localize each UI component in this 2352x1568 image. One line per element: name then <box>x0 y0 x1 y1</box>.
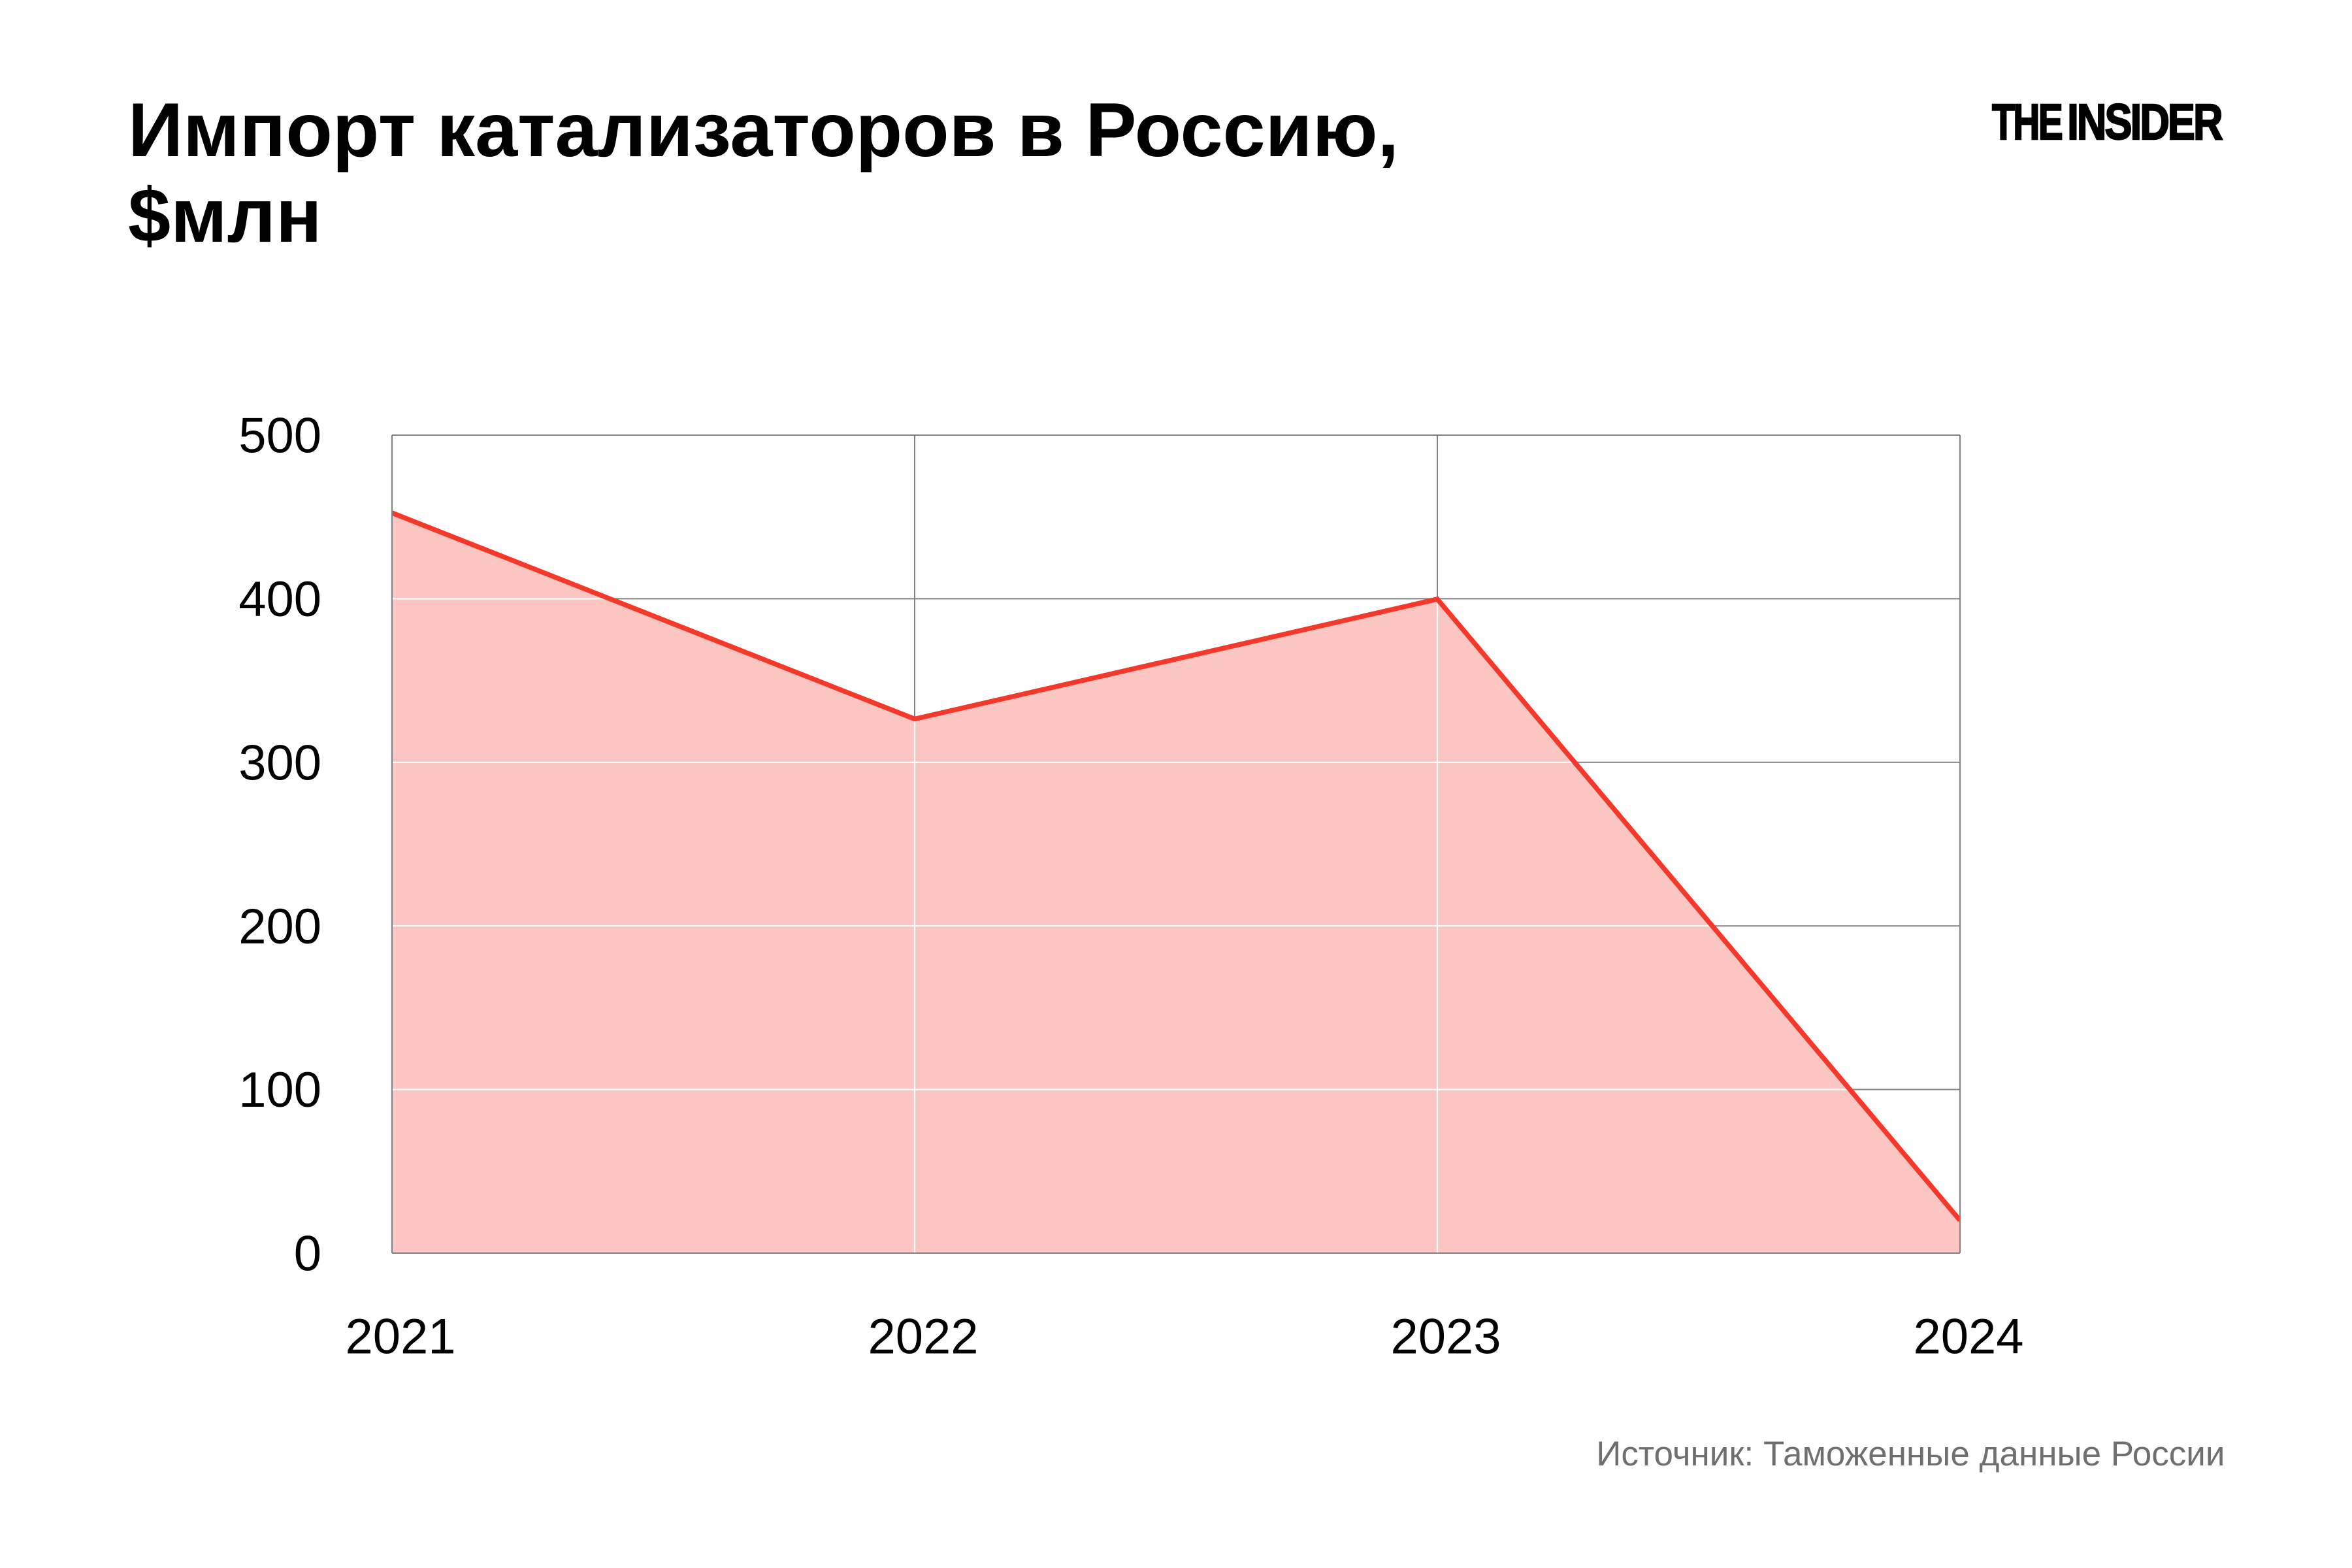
svg-text:500: 500 <box>238 408 321 464</box>
svg-text:Источник: Таможенные данные Ро: Источник: Таможенные данные России <box>1596 1435 2225 1473</box>
svg-text:0: 0 <box>294 1226 321 1282</box>
svg-text:2024: 2024 <box>1913 1309 2023 1364</box>
svg-text:100: 100 <box>238 1062 321 1118</box>
svg-text:2023: 2023 <box>1390 1309 1501 1364</box>
svg-text:400: 400 <box>238 572 321 627</box>
svg-text:200: 200 <box>238 899 321 955</box>
svg-text:INSIDER: INSIDER <box>2067 93 2223 150</box>
svg-text:300: 300 <box>238 735 321 791</box>
svg-text:2022: 2022 <box>868 1309 978 1364</box>
svg-text:THE: THE <box>1992 95 2062 150</box>
svg-text:2021: 2021 <box>345 1309 455 1364</box>
